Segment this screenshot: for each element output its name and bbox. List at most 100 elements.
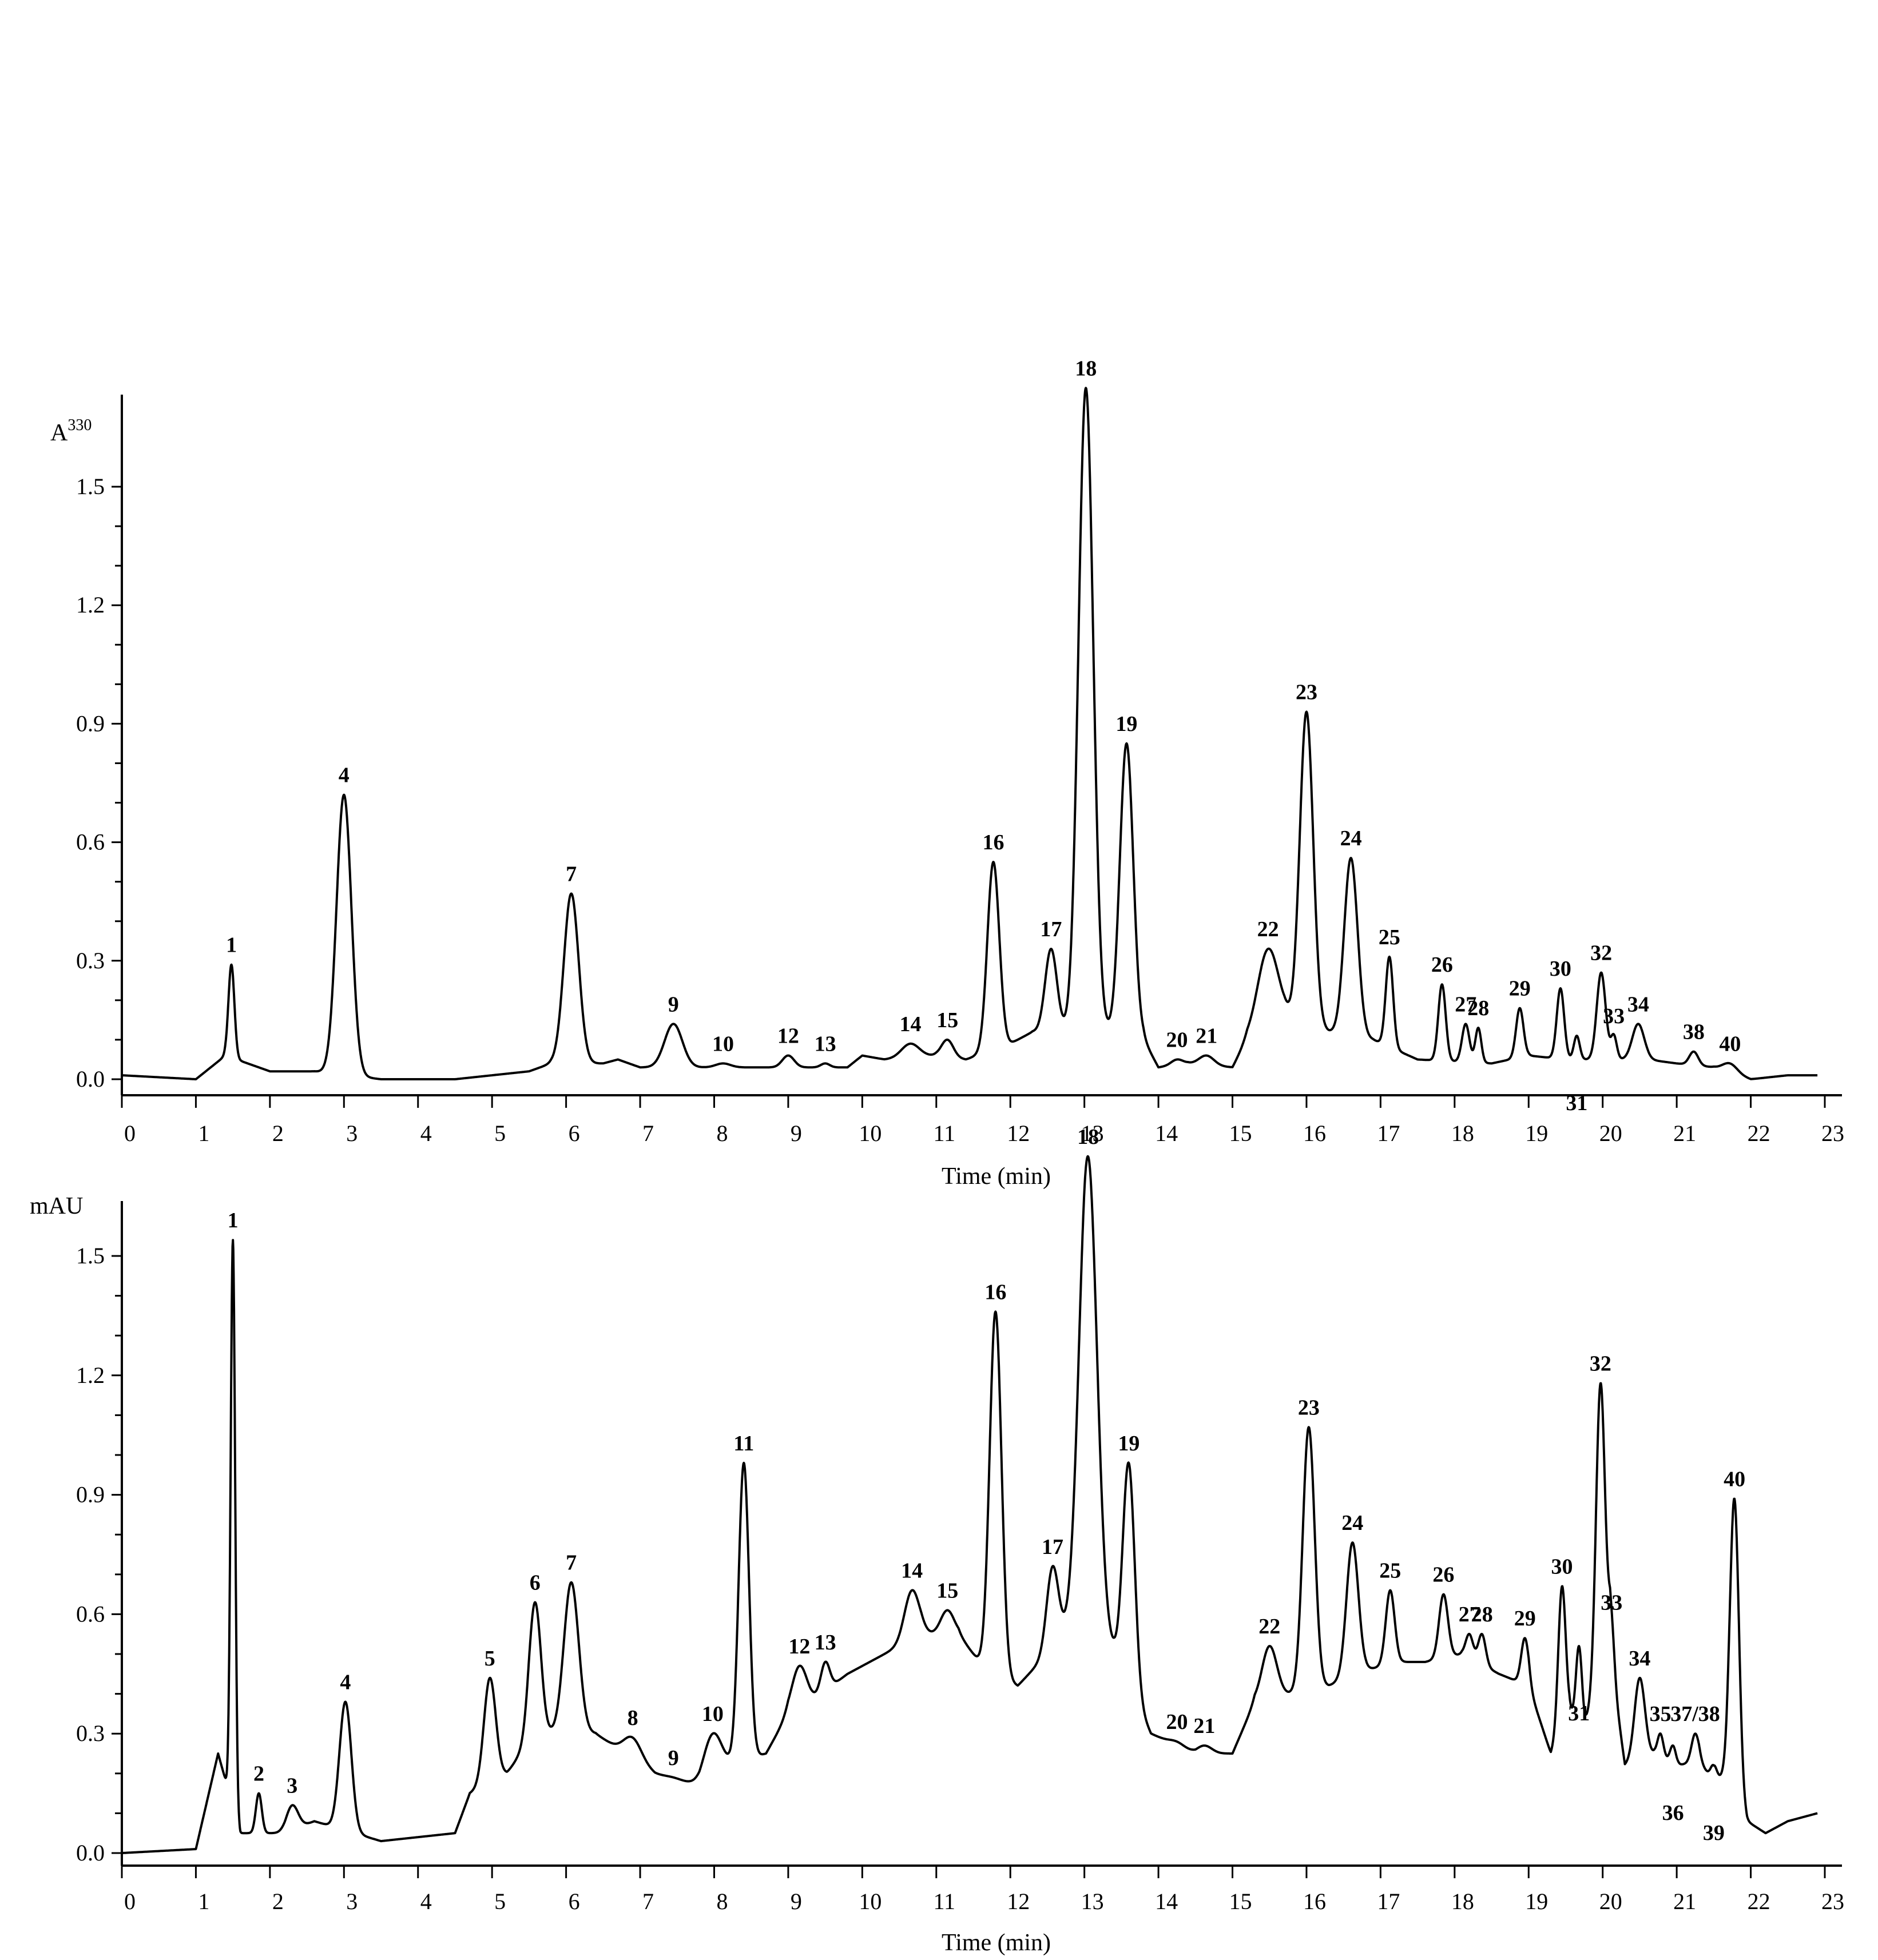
peak-label: 23 (1298, 1396, 1320, 1420)
y-tick-label: 0.6 (76, 1601, 105, 1627)
peak-label: 17 (1040, 917, 1062, 941)
x-tick-label: 12 (1007, 1889, 1030, 1914)
chromatogram-trace (121, 387, 1819, 1080)
peak-label: 22 (1257, 917, 1279, 941)
peak-label: 15 (936, 1579, 958, 1603)
x-tick-label: 1 (198, 1120, 209, 1146)
x-tick-label: 14 (1155, 1889, 1178, 1914)
y-tick-label: 0.9 (76, 710, 105, 736)
y-tick-label: 1.5 (76, 1243, 105, 1269)
peak-label: 35 (1650, 1702, 1671, 1726)
x-tick-label: 8 (716, 1889, 728, 1914)
x-tick-label: 22 (1748, 1889, 1770, 1914)
x-tick-label: 1 (198, 1889, 209, 1914)
peak-label: 10 (712, 1032, 734, 1056)
x-axis-title: Time (min) (942, 1163, 1051, 1190)
peak-label: 27 (1459, 1603, 1480, 1627)
peak-label: 28 (1467, 996, 1489, 1020)
x-tick-label: 3 (346, 1889, 358, 1914)
peak-label: 38 (1683, 1020, 1705, 1044)
x-tick-label: 20 (1599, 1889, 1622, 1914)
x-tick-label: 21 (1673, 1889, 1696, 1914)
x-tick-label: 15 (1229, 1120, 1252, 1146)
peak-label: 40 (1719, 1032, 1741, 1056)
peak-label: 14 (901, 1559, 923, 1583)
peak-label: 13 (815, 1631, 836, 1655)
peak-label: 12 (777, 1024, 799, 1048)
peak-label: 18 (1077, 1125, 1099, 1149)
peak-label: 31 (1566, 1091, 1587, 1115)
x-tick-label: 11 (934, 1889, 956, 1914)
y-tick-label: 0.6 (76, 829, 105, 855)
peak-label: 36 (1662, 1801, 1684, 1825)
peak-label: 40 (1724, 1468, 1745, 1492)
y-tick-label: 0.3 (76, 948, 105, 973)
x-tick-label: 14 (1155, 1120, 1178, 1146)
peak-label: 25 (1379, 925, 1400, 949)
peak-label: 20 (1166, 1028, 1188, 1052)
peak-label: 34 (1627, 992, 1649, 1016)
peak-label: 13 (815, 1032, 836, 1056)
x-tick-label: 16 (1303, 1889, 1326, 1914)
peak-label: 39 (1703, 1821, 1725, 1845)
x-tick-label: 22 (1748, 1120, 1770, 1146)
y-tick-label: 0.9 (76, 1482, 105, 1508)
x-tick-label: 23 (1821, 1889, 1844, 1914)
x-tick-label: 15 (1229, 1889, 1252, 1914)
peak-label: 33 (1601, 1591, 1622, 1615)
peak-label: 30 (1550, 957, 1571, 981)
x-tick-label: 23 (1821, 1120, 1844, 1146)
x-tick-label: 8 (716, 1120, 728, 1146)
x-tick-label: 4 (420, 1889, 432, 1914)
x-tick-label: 6 (569, 1120, 580, 1146)
peak-label: 14 (899, 1012, 921, 1036)
peak-label: 29 (1514, 1607, 1536, 1631)
x-tick-label: 5 (494, 1120, 506, 1146)
x-tick-label: 4 (420, 1120, 432, 1146)
x-tick-label: 2 (272, 1889, 284, 1914)
peak-label: 5 (485, 1647, 495, 1671)
x-tick-label: 18 (1451, 1120, 1474, 1146)
x-tick-label: 0 (124, 1889, 136, 1914)
x-tick-label: 2 (272, 1120, 284, 1146)
peak-label: 24 (1341, 1511, 1363, 1535)
x-tick-label: 5 (494, 1889, 506, 1914)
x-axis-title: Time (min) (942, 1930, 1051, 1956)
x-tick-label: 19 (1525, 1889, 1548, 1914)
peak-label: 28 (1471, 1603, 1493, 1627)
peak-label: 12 (788, 1635, 810, 1659)
peak-label: 3 (287, 1774, 297, 1798)
peak-label: 29 (1509, 977, 1531, 1001)
x-tick-label: 0 (124, 1120, 136, 1146)
peak-label: 26 (1431, 953, 1453, 977)
peak-label: 4 (340, 1671, 351, 1695)
y-axis-title: mAU (30, 1193, 83, 1219)
peak-label: 19 (1118, 1432, 1139, 1456)
y-axis-title: A330 (50, 416, 92, 446)
peak-label: 25 (1379, 1559, 1401, 1583)
peak-label: 1 (226, 933, 237, 957)
peak-label: 7 (566, 1551, 577, 1575)
x-tick-label: 3 (346, 1120, 358, 1146)
peak-label: 6 (530, 1571, 541, 1595)
peak-label: 9 (668, 992, 679, 1016)
x-tick-label: 7 (642, 1889, 654, 1914)
peak-label: 15 (936, 1008, 958, 1032)
x-tick-label: 9 (791, 1120, 802, 1146)
x-tick-label: 7 (642, 1120, 654, 1146)
x-tick-label: 10 (859, 1120, 882, 1146)
peak-label: 32 (1590, 941, 1612, 965)
peak-label: 24 (1340, 826, 1362, 850)
peak-label: 19 (1115, 712, 1137, 736)
x-tick-label: 21 (1673, 1120, 1696, 1146)
peak-label: 17 (1042, 1535, 1063, 1559)
peak-label: 16 (982, 830, 1004, 854)
x-tick-label: 16 (1303, 1120, 1326, 1146)
peak-label: 2 (253, 1762, 264, 1786)
peak-label: 4 (339, 764, 350, 788)
x-tick-label: 19 (1525, 1120, 1548, 1146)
peak-label: 32 (1590, 1352, 1611, 1376)
peak-label: 26 (1432, 1563, 1454, 1587)
